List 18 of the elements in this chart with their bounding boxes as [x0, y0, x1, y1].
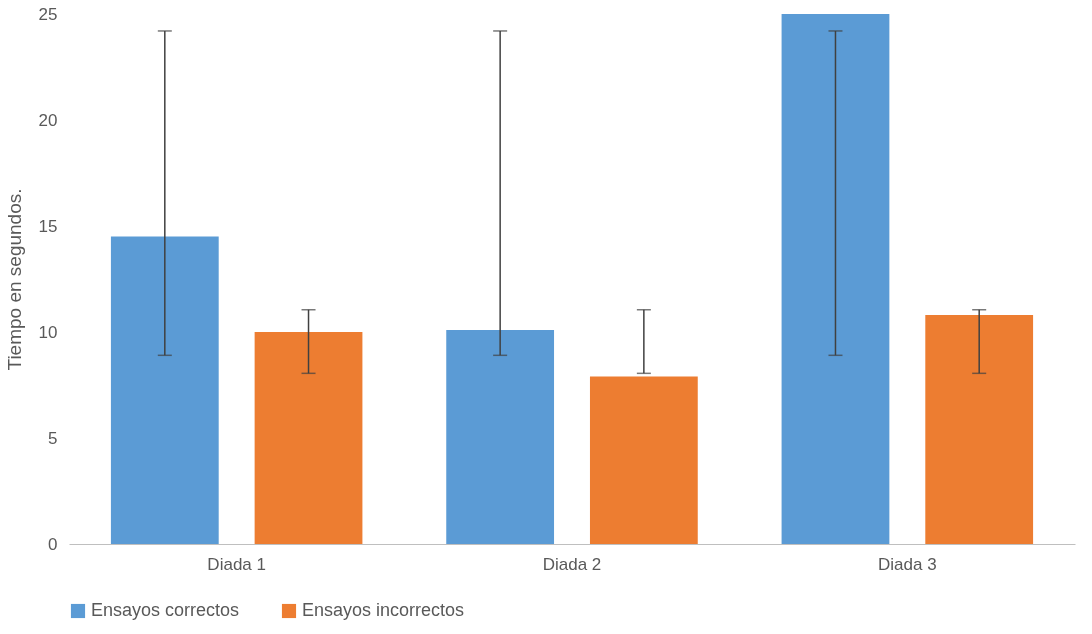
bar — [446, 329, 555, 544]
x-tick-label: Diada 3 — [878, 554, 937, 574]
y-tick-label: 5 — [48, 428, 58, 448]
bar — [589, 376, 698, 544]
x-tick-label: Diada 1 — [207, 554, 266, 574]
legend-label: Ensayos incorrectos — [302, 600, 465, 620]
x-tick-label: Diada 2 — [542, 554, 602, 574]
y-tick-label: 0 — [48, 534, 58, 554]
bar — [781, 14, 890, 544]
bar — [254, 332, 363, 544]
y-tick-label: 20 — [38, 110, 58, 130]
legend-label: Ensayos correctos — [91, 600, 240, 620]
y-tick-label: 25 — [38, 4, 58, 24]
y-tick-label: 10 — [38, 322, 58, 342]
bar — [110, 236, 219, 544]
y-tick-label: 15 — [38, 216, 58, 236]
y-axis-title: Tiempo en segundos. — [3, 188, 25, 371]
bar — [925, 315, 1034, 544]
